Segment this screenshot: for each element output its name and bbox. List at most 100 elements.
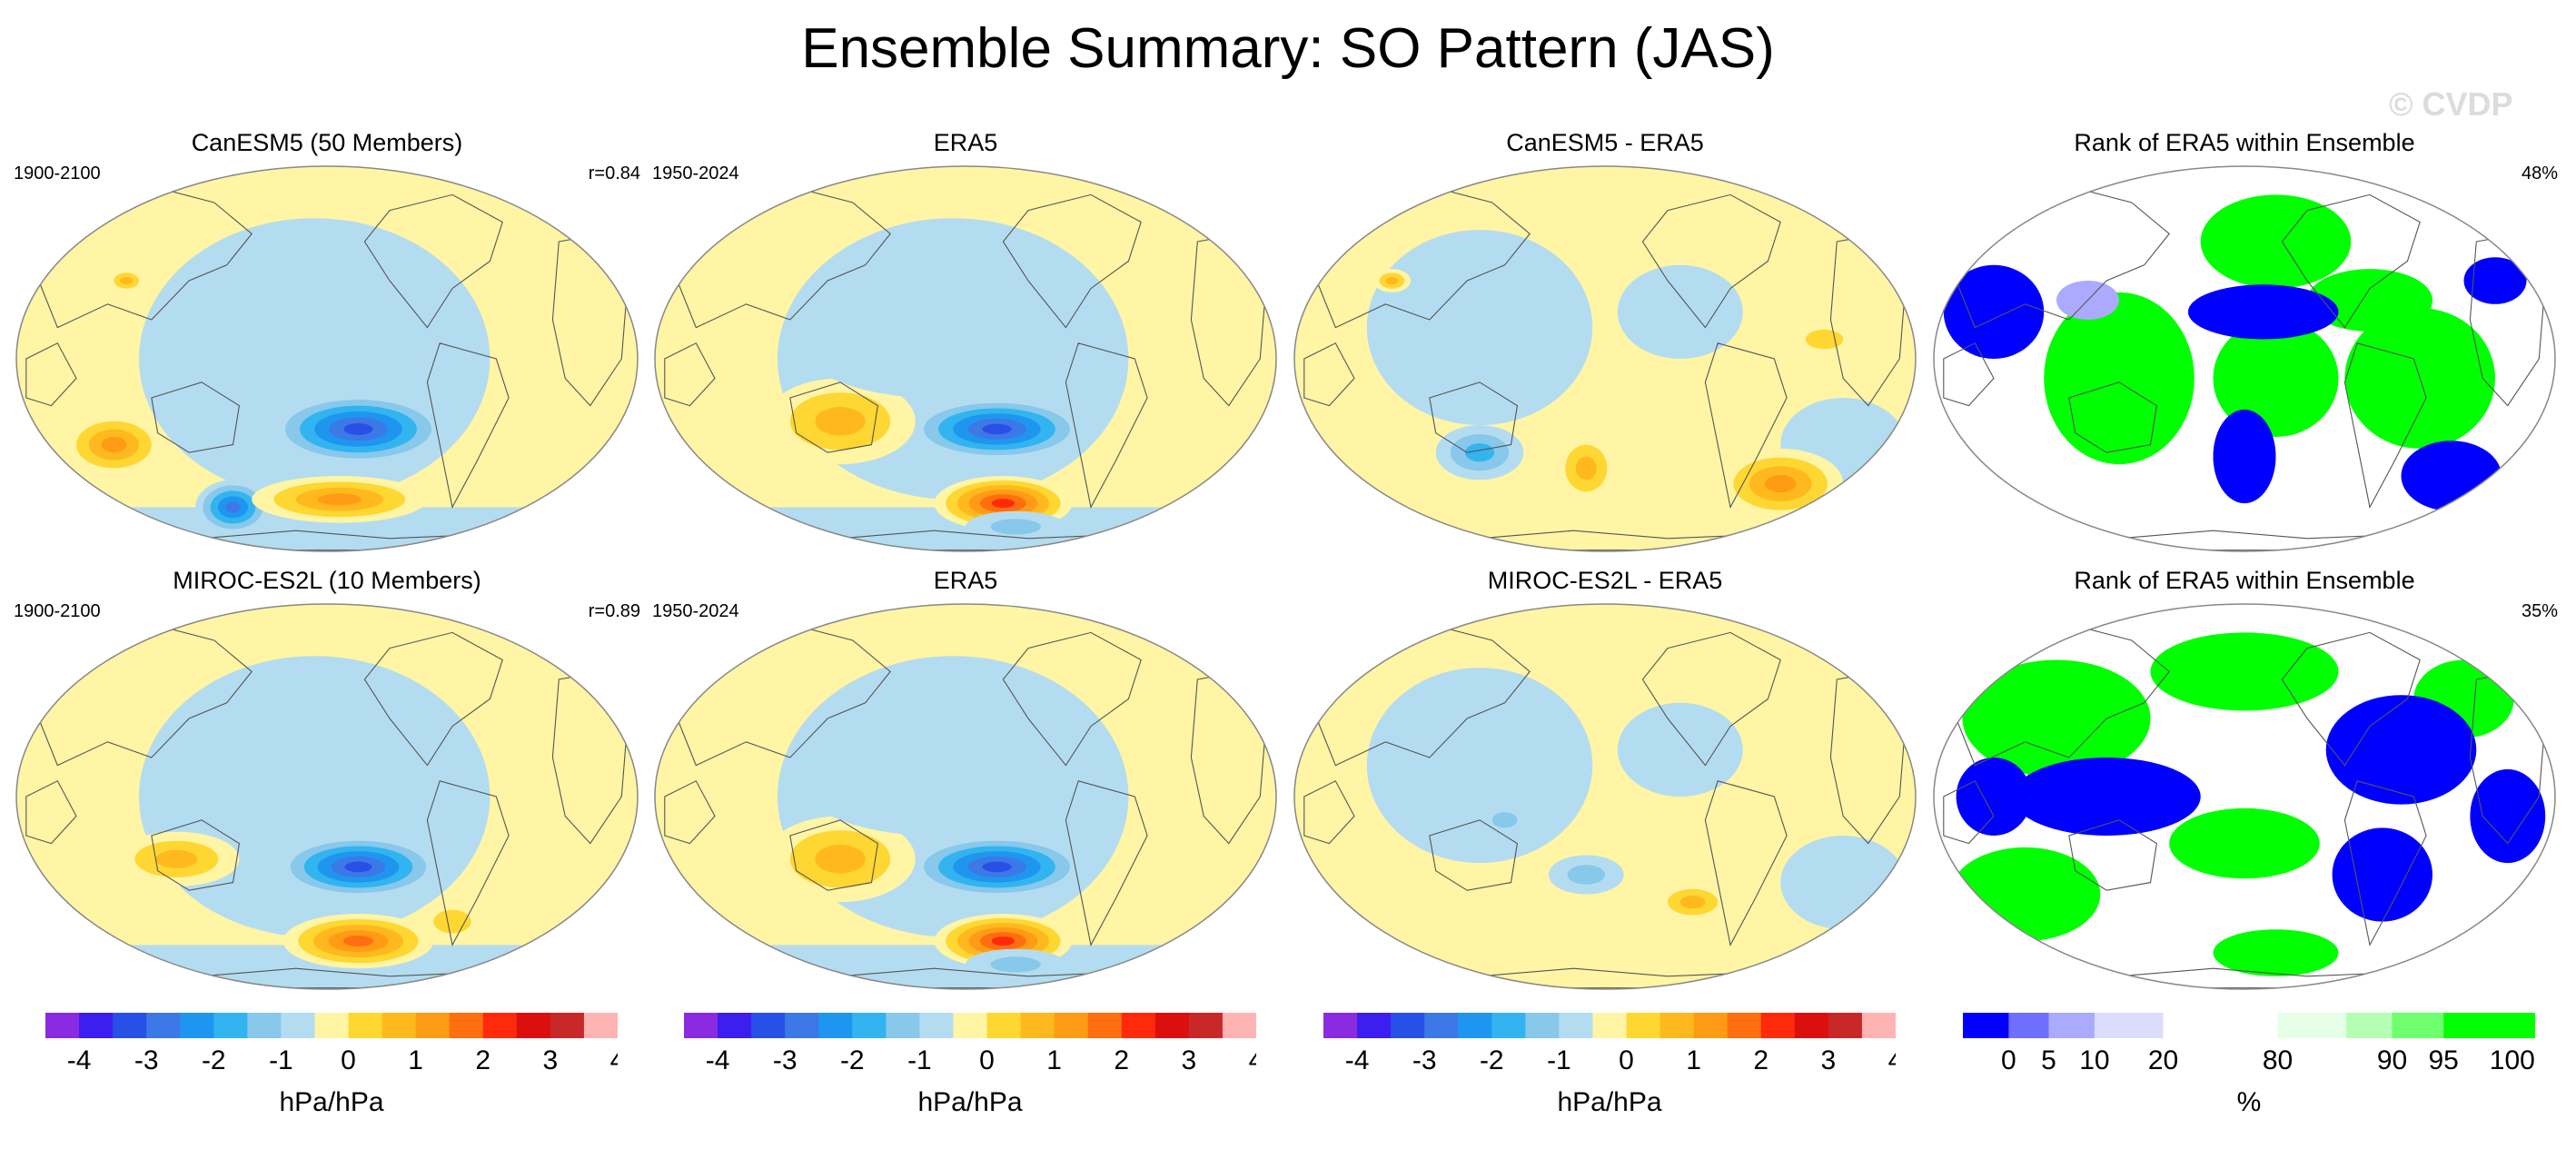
colorbar-tick: 0 <box>2001 1045 2016 1075</box>
colorbar-rank: % 0 5 10 20 80 90 95 100 <box>1963 1013 2535 1149</box>
colorbar-tick: -1 <box>269 1045 293 1075</box>
coastline-2 <box>2068 819 2158 891</box>
colorbar-tick: 3 <box>1821 1045 1837 1075</box>
colorbar-tick: 100 <box>2490 1045 2535 1075</box>
contour-feature-1 <box>1575 456 1597 480</box>
coastline-2 <box>2068 381 2158 453</box>
coastline-4 <box>1065 342 1148 510</box>
colorbar-label: % <box>2236 1087 2262 1117</box>
colorbar-swatch <box>516 1013 551 1038</box>
colorbar-swatch <box>381 1013 417 1038</box>
rank-region-1 <box>1949 847 2101 942</box>
map-outline <box>654 603 1277 990</box>
colorbar-swatch <box>684 1013 718 1038</box>
panel-rank-percent: 48% <box>2521 163 2558 183</box>
contour-feature-4 <box>990 519 1041 535</box>
panel-title: CanESM5 (50 Members) <box>191 129 463 156</box>
colorbar-tick: -3 <box>134 1045 159 1075</box>
contour-feature-0 <box>1764 474 1797 493</box>
colorbar-swatch <box>281 1013 315 1038</box>
panel-title: CanESM5 - ERA5 <box>1506 129 1704 156</box>
contour-feature-1 <box>1491 812 1518 828</box>
colorbar-tick: 20 <box>2148 1045 2178 1075</box>
colorbar-tick: 0 <box>979 1045 995 1075</box>
rank-region-4 <box>2307 269 2432 332</box>
diff-negative-region <box>1366 668 1593 864</box>
map-canesm5 <box>15 165 639 552</box>
colorbar-swatch <box>2163 1013 2278 1038</box>
coastline-1 <box>1943 342 1995 407</box>
panel-miroc: MIROC-ES2L (10 Members) 1900-2100 r=0.89 <box>14 567 640 1003</box>
rank-region-7 <box>2213 409 2276 504</box>
colorbar-tick: 90 <box>2377 1045 2407 1075</box>
coastline-2 <box>789 819 879 891</box>
colorbar-swatch <box>751 1013 786 1038</box>
colorbar-label: hPa/hPa <box>279 1087 384 1117</box>
coastline-4 <box>426 342 510 510</box>
coastline-1 <box>1303 780 1355 845</box>
colorbar-swatch <box>1660 1013 1695 1038</box>
panel-title: MIROC-ES2L (10 Members) <box>173 567 481 594</box>
panel-period: 1900-2100 <box>14 163 101 183</box>
colorbar-swatch <box>1323 1013 1358 1038</box>
colorbar-tick: -4 <box>67 1045 92 1075</box>
colorbar-tick: -4 <box>706 1045 730 1075</box>
map-outline <box>1933 165 2556 552</box>
colorbar-tick: 0 <box>341 1045 356 1075</box>
coastline-1 <box>664 780 716 845</box>
diff-negative-region <box>1366 230 1593 426</box>
colorbar-swatch <box>213 1013 248 1038</box>
colorbar-tick: 4 <box>610 1045 618 1075</box>
panel-title: ERA5 <box>933 129 998 156</box>
contour-feature-3 <box>101 437 127 453</box>
watermark: © CVDP <box>2389 85 2513 123</box>
rank-region-10 <box>2463 257 2527 304</box>
colorbar-swatch <box>1121 1013 1156 1038</box>
colorbar-swatch <box>1963 1013 2009 1038</box>
rank-region-0 <box>1962 659 2151 778</box>
rank-region-10 <box>1956 758 2032 836</box>
colorbar-slp-1: hPa/hPa -4 -3 -2 -1 0 1 2 3 4 <box>45 1013 618 1149</box>
colorbar-tick: -2 <box>1480 1045 1504 1075</box>
coastline-2 <box>1429 819 1519 891</box>
coastline-4 <box>1065 780 1148 947</box>
colorbar-tick: 3 <box>543 1045 559 1075</box>
colorbar-swatch <box>79 1013 114 1038</box>
contour-feature-4 <box>990 956 1041 973</box>
contour-feature-2 <box>1567 865 1605 885</box>
colorbar-swatch <box>1357 1013 1392 1038</box>
main-title: Ensemble Summary: SO Pattern (JAS) <box>801 17 1775 80</box>
colorbar-swatch <box>2346 1013 2393 1038</box>
colorbar-swatch <box>1087 1013 1123 1038</box>
panel-title: ERA5 <box>933 567 998 594</box>
coastline-4 <box>2343 342 2427 510</box>
colorbar-swatch <box>1458 1013 1492 1038</box>
colorbar-swatch <box>1861 1013 1896 1038</box>
panel-rank-top: Rank of ERA5 within Ensemble 48% <box>1931 129 2558 565</box>
rank-region-2 <box>2150 632 2339 711</box>
colorbar-tick: 4 <box>1249 1045 1256 1075</box>
panel-period: 1950-2024 <box>652 601 739 621</box>
panel-rank-bottom: Rank of ERA5 within Ensemble 35% <box>1931 567 2558 1003</box>
coastline-4 <box>426 780 510 947</box>
colorbar-swatch <box>583 1013 618 1038</box>
colorbar-tick: -3 <box>1412 1045 1437 1075</box>
coastline-3 <box>2281 193 2421 329</box>
colorbar-slp-3: hPa/hPa -4 -3 -2 -1 0 1 2 3 4 <box>1323 1013 1896 1149</box>
coastline-3 <box>1641 631 1781 767</box>
coastline-3 <box>2281 631 2421 767</box>
rank-region-6 <box>2187 284 2339 340</box>
colorbar-swatch <box>482 1013 518 1038</box>
colorbar-swatch <box>550 1013 585 1038</box>
coastline-3 <box>363 631 503 767</box>
map-era5 <box>654 165 1277 552</box>
rank-region-8 <box>2332 827 2432 922</box>
colorbar-swatch <box>45 1013 80 1038</box>
panel-diff-miroc: MIROC-ES2L - ERA5 <box>1292 567 1918 1003</box>
coastline-1 <box>1303 342 1355 407</box>
contour-feature-0 <box>343 422 373 435</box>
map-rank2 <box>1933 603 2556 990</box>
rank-region-8 <box>2401 441 2502 511</box>
rank-region-9 <box>2470 768 2546 864</box>
panel-title: Rank of ERA5 within Ensemble <box>2074 567 2415 594</box>
